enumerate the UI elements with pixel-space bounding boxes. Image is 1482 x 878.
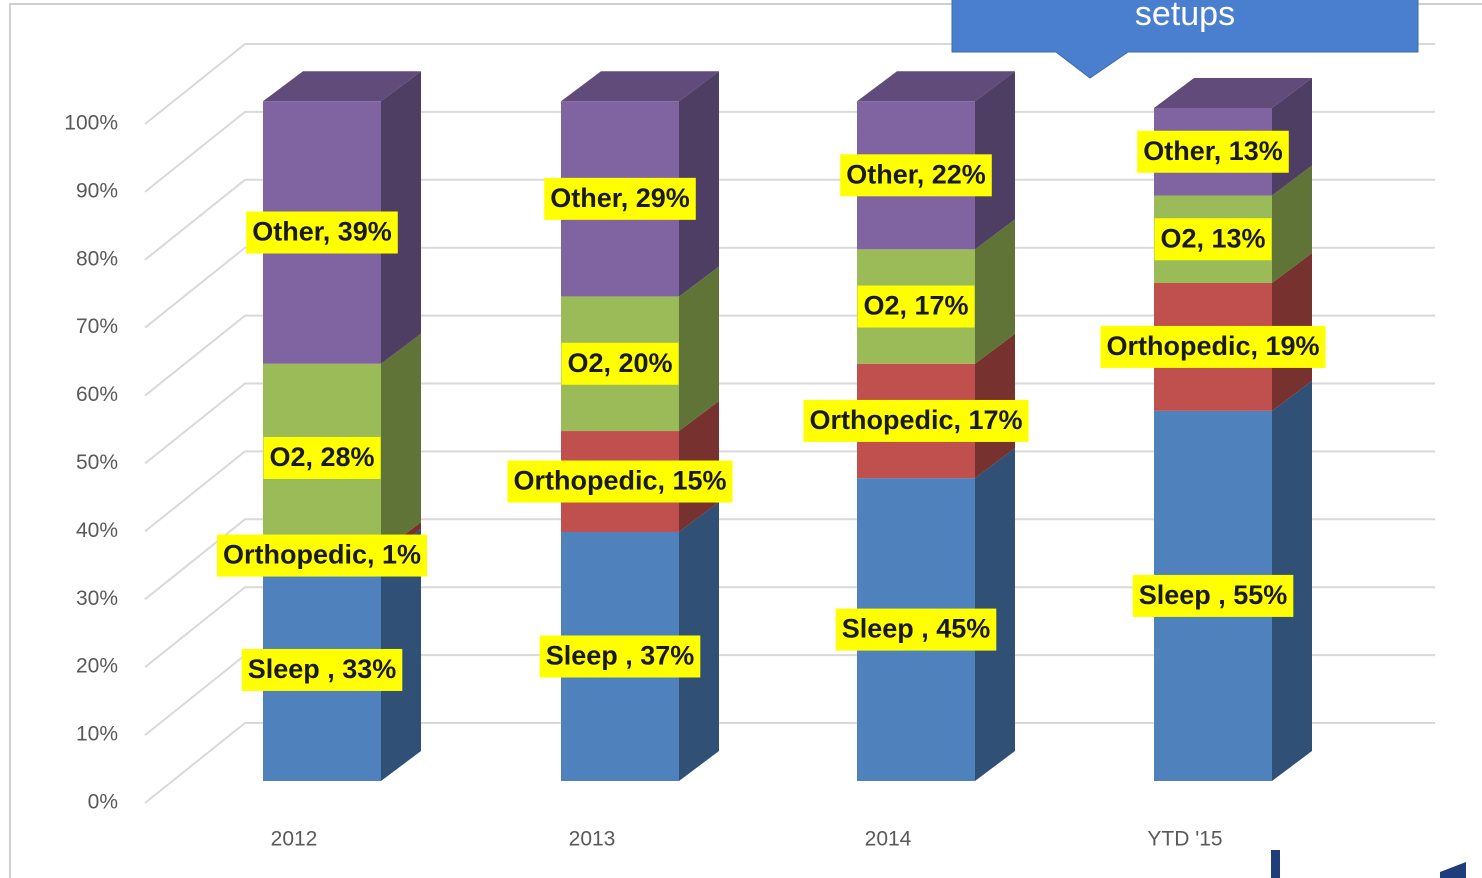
y-tick-label: 40% xyxy=(76,519,118,542)
label-background xyxy=(507,460,733,503)
bar-top xyxy=(263,71,421,102)
label-background xyxy=(835,608,997,651)
y-tick-label: 20% xyxy=(76,655,118,678)
bar-top xyxy=(1154,78,1312,108)
x-tick-label: YTD '15 xyxy=(1147,828,1222,851)
grid-line xyxy=(144,178,1435,261)
label-background xyxy=(246,211,398,254)
data-label: O2, 28% xyxy=(269,442,374,472)
bar-side xyxy=(679,71,719,297)
y-tick-label: 100% xyxy=(64,112,118,135)
label-background xyxy=(857,285,975,328)
data-label: Sleep , 33% xyxy=(248,654,397,684)
callout-text: setups xyxy=(1135,0,1235,33)
bar-side xyxy=(975,219,1015,364)
label-background xyxy=(1100,325,1326,368)
decoration xyxy=(1271,850,1280,878)
label-background xyxy=(1132,574,1294,617)
bar-side xyxy=(975,71,1015,250)
label-background xyxy=(840,154,992,197)
x-tick-label: 2012 xyxy=(271,828,318,851)
callout: setups xyxy=(951,0,1419,79)
y-tick-label: 30% xyxy=(76,587,118,610)
decoration xyxy=(1440,862,1466,878)
grid-line xyxy=(144,518,1435,601)
label-background xyxy=(539,635,701,678)
label-background xyxy=(803,399,1029,442)
x-tick-label: 2014 xyxy=(865,828,912,851)
grid-line xyxy=(144,110,1435,193)
x-tick-label: 2013 xyxy=(569,828,616,851)
y-tick-label: 0% xyxy=(88,791,118,814)
data-label: Other, 13% xyxy=(1143,136,1283,166)
bar-side xyxy=(1272,165,1312,283)
data-label: Other, 29% xyxy=(550,183,690,213)
data-label: O2, 20% xyxy=(567,348,672,378)
data-label: O2, 13% xyxy=(1160,223,1265,253)
bar-top xyxy=(857,71,1015,102)
label-background xyxy=(561,342,679,385)
label-background xyxy=(241,648,403,691)
data-label: Orthopedic, 1% xyxy=(223,540,421,570)
grid-line xyxy=(144,450,1435,533)
grid-line xyxy=(144,722,1435,804)
label-background xyxy=(1154,218,1272,261)
grid-line xyxy=(144,314,1435,397)
data-label: Sleep , 45% xyxy=(842,614,991,644)
callout-box xyxy=(951,0,1419,79)
data-label: O2, 17% xyxy=(863,291,968,321)
data-label: Orthopedic, 19% xyxy=(1106,331,1319,361)
data-label: Other, 22% xyxy=(846,159,986,189)
label-background xyxy=(216,534,428,577)
label-background xyxy=(263,436,381,479)
y-tick-label: 50% xyxy=(76,451,118,474)
y-tick-label: 60% xyxy=(76,383,118,406)
y-tick-label: 70% xyxy=(76,315,118,338)
y-tick-label: 10% xyxy=(76,723,118,746)
grid-line xyxy=(144,586,1435,668)
bar-top xyxy=(561,71,719,102)
bar-side xyxy=(381,71,421,364)
label-background xyxy=(1137,130,1289,173)
bar-side xyxy=(381,333,421,553)
y-tick-label: 90% xyxy=(76,179,118,202)
data-label: Orthopedic, 15% xyxy=(513,466,726,496)
bar-side xyxy=(679,266,719,432)
data-label: Other, 39% xyxy=(252,217,392,247)
data-label: Orthopedic, 17% xyxy=(809,405,1022,435)
grid-line xyxy=(144,382,1435,465)
plot-area: 0% 10% 20% 30% 40% 50% 60% 70% 80% 90% 100% 2012 201… xyxy=(64,43,1435,851)
grid-line xyxy=(144,246,1435,329)
data-label: Sleep , 55% xyxy=(1139,580,1288,610)
data-label: Sleep , 37% xyxy=(546,641,695,671)
label-background xyxy=(544,177,696,220)
y-tick-label: 80% xyxy=(76,247,118,270)
